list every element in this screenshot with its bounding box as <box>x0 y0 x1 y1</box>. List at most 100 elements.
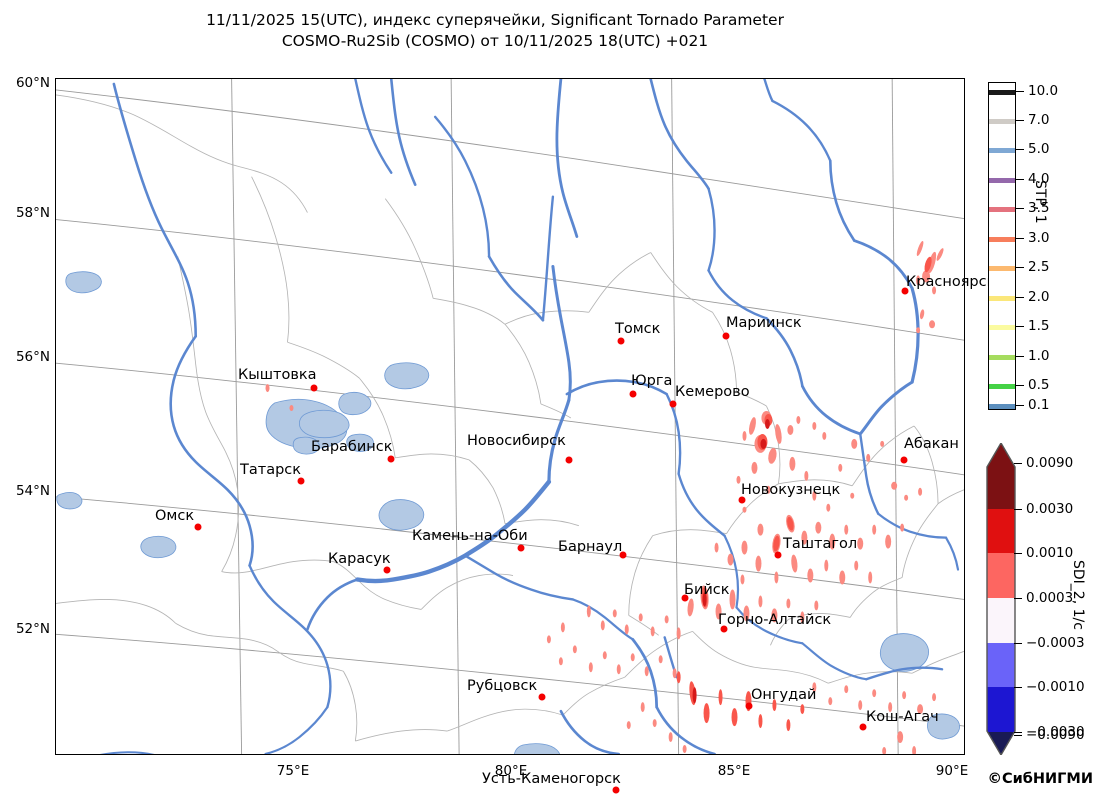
city-marker-dot[interactable] <box>901 287 909 295</box>
title-line-2: COSMO-Ru2Sib (COSMO) от 10/11/2025 18(UT… <box>281 32 709 50</box>
city-label: Омск <box>155 508 195 524</box>
city-marker-dot[interactable] <box>900 456 908 464</box>
city-label: Барнаул <box>558 539 623 555</box>
lat-tick-label: 56°N <box>15 349 50 365</box>
lon-tick-label: 85°E <box>717 763 751 779</box>
city-label: Мариинск <box>726 315 802 331</box>
city-marker-dot[interactable] <box>310 384 318 392</box>
city-label: Барабинск <box>311 439 393 455</box>
colorbar-stp-tick-label: 2.0 <box>1028 289 1050 305</box>
colorbar-stp-band <box>989 266 1015 271</box>
colorbar-stp[interactable] <box>988 82 1016 410</box>
city-marker-dot[interactable] <box>383 566 391 574</box>
city-marker-dot[interactable] <box>722 332 730 340</box>
city-marker-dot[interactable] <box>745 702 753 710</box>
city-marker-dot[interactable] <box>612 786 620 794</box>
colorbar-stp-band <box>989 90 1015 95</box>
city-marker-dot[interactable] <box>538 693 546 701</box>
colorbar-sdi-tick <box>1014 463 1022 464</box>
colorbar-sdi-tick-label: 0.0010 <box>1026 545 1074 561</box>
city-marker-dot[interactable] <box>681 594 689 602</box>
city-marker-dot[interactable] <box>669 400 677 408</box>
city-marker-dot[interactable] <box>629 390 637 398</box>
city-label: Усть-Каменогорск <box>482 771 621 787</box>
city-label: Кыштовка <box>238 367 317 383</box>
city-label: Томск <box>615 321 661 337</box>
colorbar-sdi-tick-label: −0.0090 <box>1026 727 1085 743</box>
colorbar-stp-tick <box>1016 179 1024 180</box>
city-label: Онгудай <box>751 687 817 703</box>
city-label: Кош-Агач <box>866 709 939 725</box>
city-label: Горно-Алтайск <box>718 612 832 628</box>
map-panel[interactable] <box>55 78 965 755</box>
colorbar-sdi-tick <box>1014 598 1022 599</box>
title-line-1: 11/11/2025 15(UTC), индекс суперячейки, … <box>206 11 784 29</box>
colorbar-stp-band <box>989 296 1015 301</box>
colorbar-sdi-band <box>987 687 1015 732</box>
lat-tick-label: 54°N <box>15 483 50 499</box>
colorbar-stp-tick-label: 2.5 <box>1028 259 1050 275</box>
colorbar-stp-band <box>989 119 1015 124</box>
city-marker-dot[interactable] <box>194 523 202 531</box>
city-marker-dot[interactable] <box>565 456 573 464</box>
city-marker-dot[interactable] <box>720 625 728 633</box>
city-label: Таштагол <box>783 536 858 552</box>
map-canvas <box>56 79 964 754</box>
colorbar-stp-tick <box>1016 356 1024 357</box>
page-title: 11/11/2025 15(UTC), индекс суперячейки, … <box>0 10 990 52</box>
colorbar-stp-tick <box>1016 91 1024 92</box>
lon-tick-label: 75°E <box>276 763 310 779</box>
admin-borders-layer <box>56 94 964 742</box>
colorbar-stp-band <box>989 178 1015 183</box>
colorbar-stp-tick-label: 1.0 <box>1028 348 1050 364</box>
colorbar-stp-tick-label: 3.5 <box>1028 200 1050 216</box>
colorbar-stp-tick-label: 7.0 <box>1028 112 1050 128</box>
colorbar-sdi-band <box>987 509 1015 553</box>
colorbar-sdi-band <box>987 598 1015 643</box>
city-label: Бийск <box>684 582 730 598</box>
colorbar-stp-tick <box>1016 238 1024 239</box>
city-label: Новосибирск <box>467 433 566 449</box>
city-marker-dot[interactable] <box>387 455 395 463</box>
colorbar-stp-band <box>989 325 1015 330</box>
colorbar-sdi-band <box>987 443 1015 509</box>
lat-tick-label: 60°N <box>15 75 50 91</box>
colorbar-stp-axis-label: STP, 1 <box>1032 180 1048 224</box>
colorbar-sdi[interactable] <box>984 443 1018 755</box>
colorbar-sdi-tick-label: 0.0090 <box>1026 455 1074 471</box>
city-label: Татарск <box>240 462 302 478</box>
colorbar-stp-band <box>989 148 1015 153</box>
city-marker-dot[interactable] <box>738 496 746 504</box>
rivers-layer <box>100 79 960 754</box>
colorbar-stp-tick <box>1016 405 1024 406</box>
colorbar-stp-tick <box>1016 208 1024 209</box>
colorbar-sdi-tick-label: −0.0003 <box>1026 635 1085 651</box>
city-label: Новокузнецк <box>741 482 841 498</box>
city-label: Абакан <box>904 436 959 452</box>
city-marker-dot[interactable] <box>774 551 782 559</box>
city-marker-dot[interactable] <box>297 477 305 485</box>
colorbar-sdi-tick <box>1014 687 1022 688</box>
colorbar-sdi-tick <box>1014 509 1022 510</box>
colorbar-stp-tick <box>1016 385 1024 386</box>
city-label: Камень-на-Оби <box>412 528 528 544</box>
colorbar-sdi-band <box>987 643 1015 687</box>
city-marker-dot[interactable] <box>619 551 627 559</box>
lon-tick-label: 80°E <box>494 763 528 779</box>
colorbar-sdi-tick-label: 0.0030 <box>1026 501 1074 517</box>
colorbar-stp-band <box>989 237 1015 242</box>
city-marker-dot[interactable] <box>859 723 867 731</box>
colorbar-sdi-tick-label: 0.0003 <box>1026 590 1074 606</box>
colorbar-stp-tick <box>1016 120 1024 121</box>
lat-tick-label: 58°N <box>15 205 50 221</box>
colorbar-stp-tick <box>1016 267 1024 268</box>
colorbar-stp-tick-label: 3.0 <box>1028 230 1050 246</box>
colorbar-sdi-tick <box>1014 732 1022 733</box>
colorbar-stp-band <box>989 355 1015 360</box>
city-marker-dot[interactable] <box>517 544 525 552</box>
city-marker-dot[interactable] <box>617 337 625 345</box>
colorbar-stp-band <box>989 207 1015 212</box>
colorbar-sdi-tick <box>1014 643 1022 644</box>
field-layer <box>265 240 944 754</box>
lakes-layer <box>56 271 960 754</box>
